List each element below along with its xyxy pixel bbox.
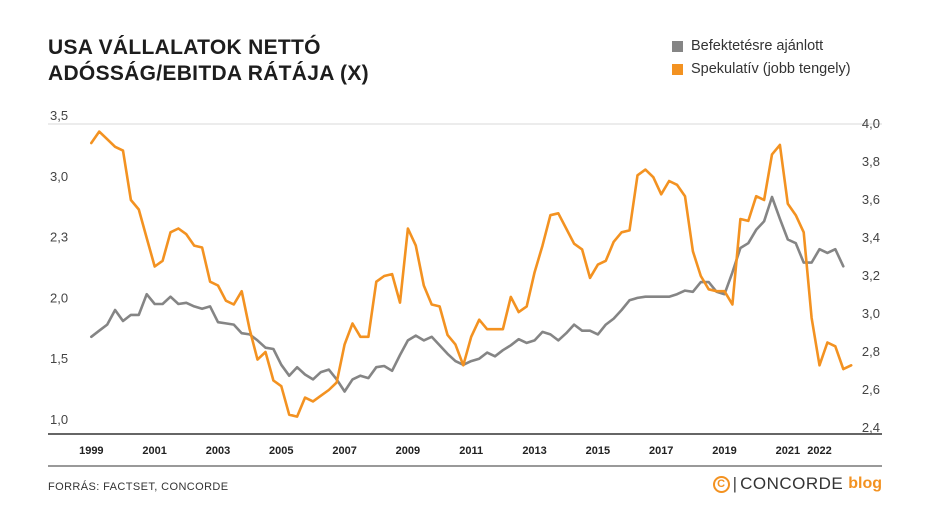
brand-suffix: blog <box>848 475 882 492</box>
left-axis-tick-label: 1,5 <box>50 351 68 366</box>
left-axis-tick-label: 3,5 <box>50 108 68 123</box>
right-axis-tick-label: 4,0 <box>862 116 880 131</box>
chart-title-line-2: ADÓSSÁG/EBITDA RÁTÁJA (X) <box>48 62 369 85</box>
left-axis-tick-label: 3,0 <box>50 169 68 184</box>
x-axis-tick-label: 1999 <box>79 445 103 457</box>
x-axis-tick-label: 2021 <box>776 445 800 457</box>
right-axis-tick-label: 2,6 <box>862 382 880 397</box>
source-note: FORRÁS: FACTSET, CONCORDE <box>48 481 229 493</box>
series-line-investment-grade <box>90 195 845 393</box>
right-axis-tick-label: 3,6 <box>862 192 880 207</box>
legend-item-investment-grade: Befektetésre ajánlott <box>672 36 823 56</box>
concorde-blog-logo: C | CONCORDE blog <box>712 474 882 494</box>
x-axis-tick-label: 2003 <box>206 445 230 457</box>
legend-label-investment-grade: Befektetésre ajánlott <box>691 38 824 54</box>
brand-separator: | <box>732 474 738 493</box>
x-axis-tick-label: 2022 <box>807 445 831 457</box>
legend-label-speculative: Spekulatív (jobb tengely) <box>691 61 851 77</box>
series-line-speculative <box>90 130 853 418</box>
right-axis-tick-label: 2,4 <box>862 420 880 435</box>
chart-title-line-1: USA VÁLLALATOK NETTÓ <box>48 36 321 59</box>
left-axis-tick-label: 2,0 <box>50 290 68 305</box>
x-axis-tick-label: 2013 <box>522 445 546 457</box>
x-axis-tick-label: 2005 <box>269 445 293 457</box>
concorde-c-icon: C <box>712 475 730 493</box>
x-axis-tick-label: 2001 <box>142 445 166 457</box>
legend-item-speculative: Spekulatív (jobb tengely) <box>672 59 851 79</box>
right-axis-tick-label: 3,8 <box>862 154 880 169</box>
legend-swatch-orange <box>672 63 683 75</box>
x-axis-tick-label: 2011 <box>459 445 483 457</box>
x-axis-tick-label: 2015 <box>586 445 610 457</box>
left-axis-tick-label: 1,0 <box>50 412 68 427</box>
x-axis-tick-label: 2019 <box>712 445 736 457</box>
x-axis-tick-label: 2017 <box>649 445 673 457</box>
x-axis-tick-label: 2007 <box>332 445 356 457</box>
right-axis-tick-label: 3,4 <box>862 230 880 245</box>
x-axis-tick-label: 2009 <box>396 445 420 457</box>
right-axis-tick-label: 3,2 <box>862 268 880 283</box>
legend-swatch-gray <box>672 40 683 52</box>
right-axis-tick-label: 3,0 <box>862 306 880 321</box>
brand-name: CONCORDE <box>740 474 844 493</box>
right-axis-tick-label: 2,8 <box>862 344 880 359</box>
left-axis-tick-label: 2,3 <box>50 230 68 245</box>
